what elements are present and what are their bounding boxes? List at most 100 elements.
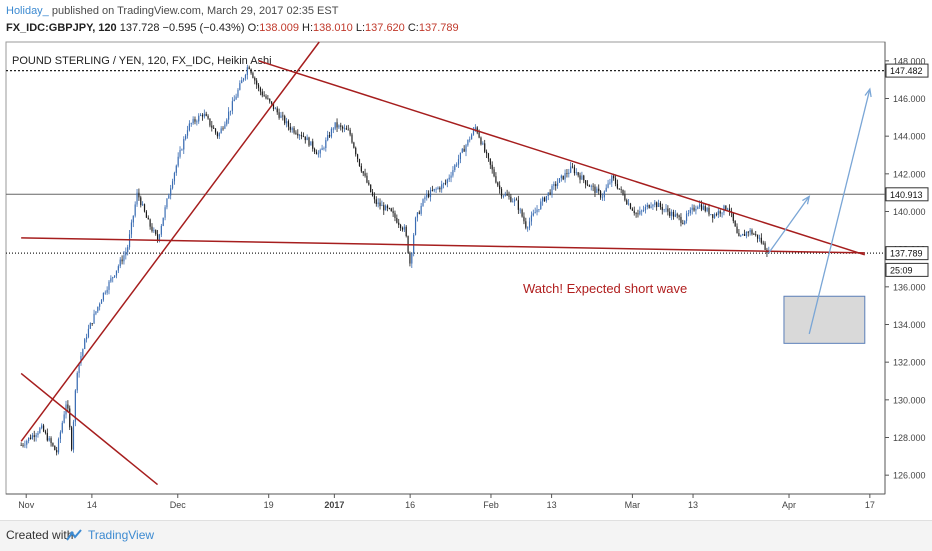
candle-body: [357, 154, 359, 160]
candle-body: [416, 212, 419, 218]
candle-body: [115, 270, 118, 276]
candle-body: [123, 255, 125, 262]
y-tick-label: 142.000: [893, 169, 926, 179]
candle-body: [323, 147, 325, 149]
candle-body: [317, 153, 319, 155]
tradingview-brand-link[interactable]: TradingView: [88, 528, 155, 542]
candle-body: [727, 208, 729, 210]
candle-body: [442, 183, 445, 185]
candle-body: [613, 175, 615, 179]
candle-body: [641, 210, 643, 212]
candle-body: [573, 167, 576, 174]
candle-body: [257, 84, 260, 88]
candle-body: [493, 169, 495, 177]
candle-body: [558, 178, 561, 183]
candle-body: [246, 67, 248, 76]
candle-body: [398, 222, 400, 225]
candle-body: [310, 141, 312, 146]
candle-body: [581, 175, 583, 180]
low-value: 137.620: [365, 22, 405, 34]
candle-body: [497, 182, 499, 186]
candle-body: [747, 231, 749, 233]
x-tick-label: 16: [405, 500, 415, 510]
candle-body: [291, 128, 293, 130]
candle-body: [620, 189, 622, 190]
candle-body: [551, 185, 553, 195]
low-label: L:: [355, 22, 366, 34]
chart-area[interactable]: POUND STERLING / YEN, 120, FX_IDC, Heiki…: [0, 40, 932, 520]
candle-body: [183, 139, 185, 150]
candle-body: [564, 173, 566, 180]
candle-body: [545, 195, 547, 202]
candle-body: [751, 230, 753, 235]
candle-body: [218, 133, 220, 137]
candle-body: [671, 211, 673, 216]
candle-body: [39, 428, 41, 433]
x-tick-label: 17: [865, 500, 875, 510]
candle-body: [142, 204, 144, 206]
candle-body: [607, 183, 609, 188]
candle-body: [530, 215, 533, 222]
candle-body: [375, 199, 377, 204]
candle-body: [242, 78, 245, 81]
candle-body: [560, 175, 562, 179]
candle-body: [261, 91, 263, 96]
candle-body: [185, 135, 187, 140]
candle-body: [224, 124, 226, 129]
price-label-text: 147.482: [890, 66, 923, 76]
candle-body: [181, 149, 183, 151]
candle-body: [476, 127, 478, 133]
candle-body: [358, 159, 361, 167]
candle-body: [132, 215, 134, 223]
candle-body: [377, 202, 379, 204]
candle-body: [609, 182, 611, 184]
candle-body: [160, 225, 162, 235]
candle-body: [405, 226, 407, 237]
candle-body: [633, 210, 635, 214]
candle-body: [274, 108, 276, 110]
candle-body: [598, 188, 600, 192]
candle-body: [263, 95, 265, 97]
price-chart[interactable]: POUND STERLING / YEN, 120, FX_IDC, Heiki…: [0, 40, 932, 520]
candle-body: [699, 204, 701, 207]
candle-body: [429, 190, 432, 197]
candle-body: [76, 372, 78, 391]
candle-body: [226, 119, 228, 125]
candle-body: [46, 432, 48, 441]
candle-body: [248, 67, 250, 70]
candle-body: [499, 185, 501, 190]
candle-body: [149, 219, 151, 227]
price-change: −0.595 (−0.43%): [162, 22, 245, 34]
candle-body: [399, 224, 402, 229]
author-link[interactable]: Holiday_: [6, 5, 49, 17]
candle-body: [379, 202, 381, 207]
candle-body: [680, 216, 682, 223]
candle-body: [536, 209, 538, 213]
candle-body: [738, 233, 740, 237]
candle-body: [37, 432, 39, 435]
candle-body: [672, 211, 675, 217]
candle-body: [538, 209, 540, 210]
candle-body: [321, 148, 323, 151]
candle-body: [315, 151, 318, 155]
candle-body: [656, 202, 658, 208]
candle-body: [91, 323, 93, 324]
candle-body: [31, 435, 33, 439]
candle-body: [553, 184, 555, 186]
candle-body: [396, 217, 398, 223]
candle-body: [667, 208, 669, 212]
candle-body: [325, 140, 327, 148]
candle-body: [114, 275, 116, 278]
candle-body: [579, 175, 581, 180]
candle-body: [611, 175, 613, 183]
candle-body: [250, 69, 252, 74]
candle-body: [162, 217, 164, 226]
candle-body: [136, 192, 138, 205]
candle-body: [368, 182, 370, 185]
candle-body: [736, 226, 738, 234]
candle-body: [760, 237, 762, 243]
price-label-box: [885, 262, 929, 277]
candle-body: [465, 145, 467, 152]
candle-body: [67, 404, 69, 409]
candle-body: [743, 234, 746, 236]
